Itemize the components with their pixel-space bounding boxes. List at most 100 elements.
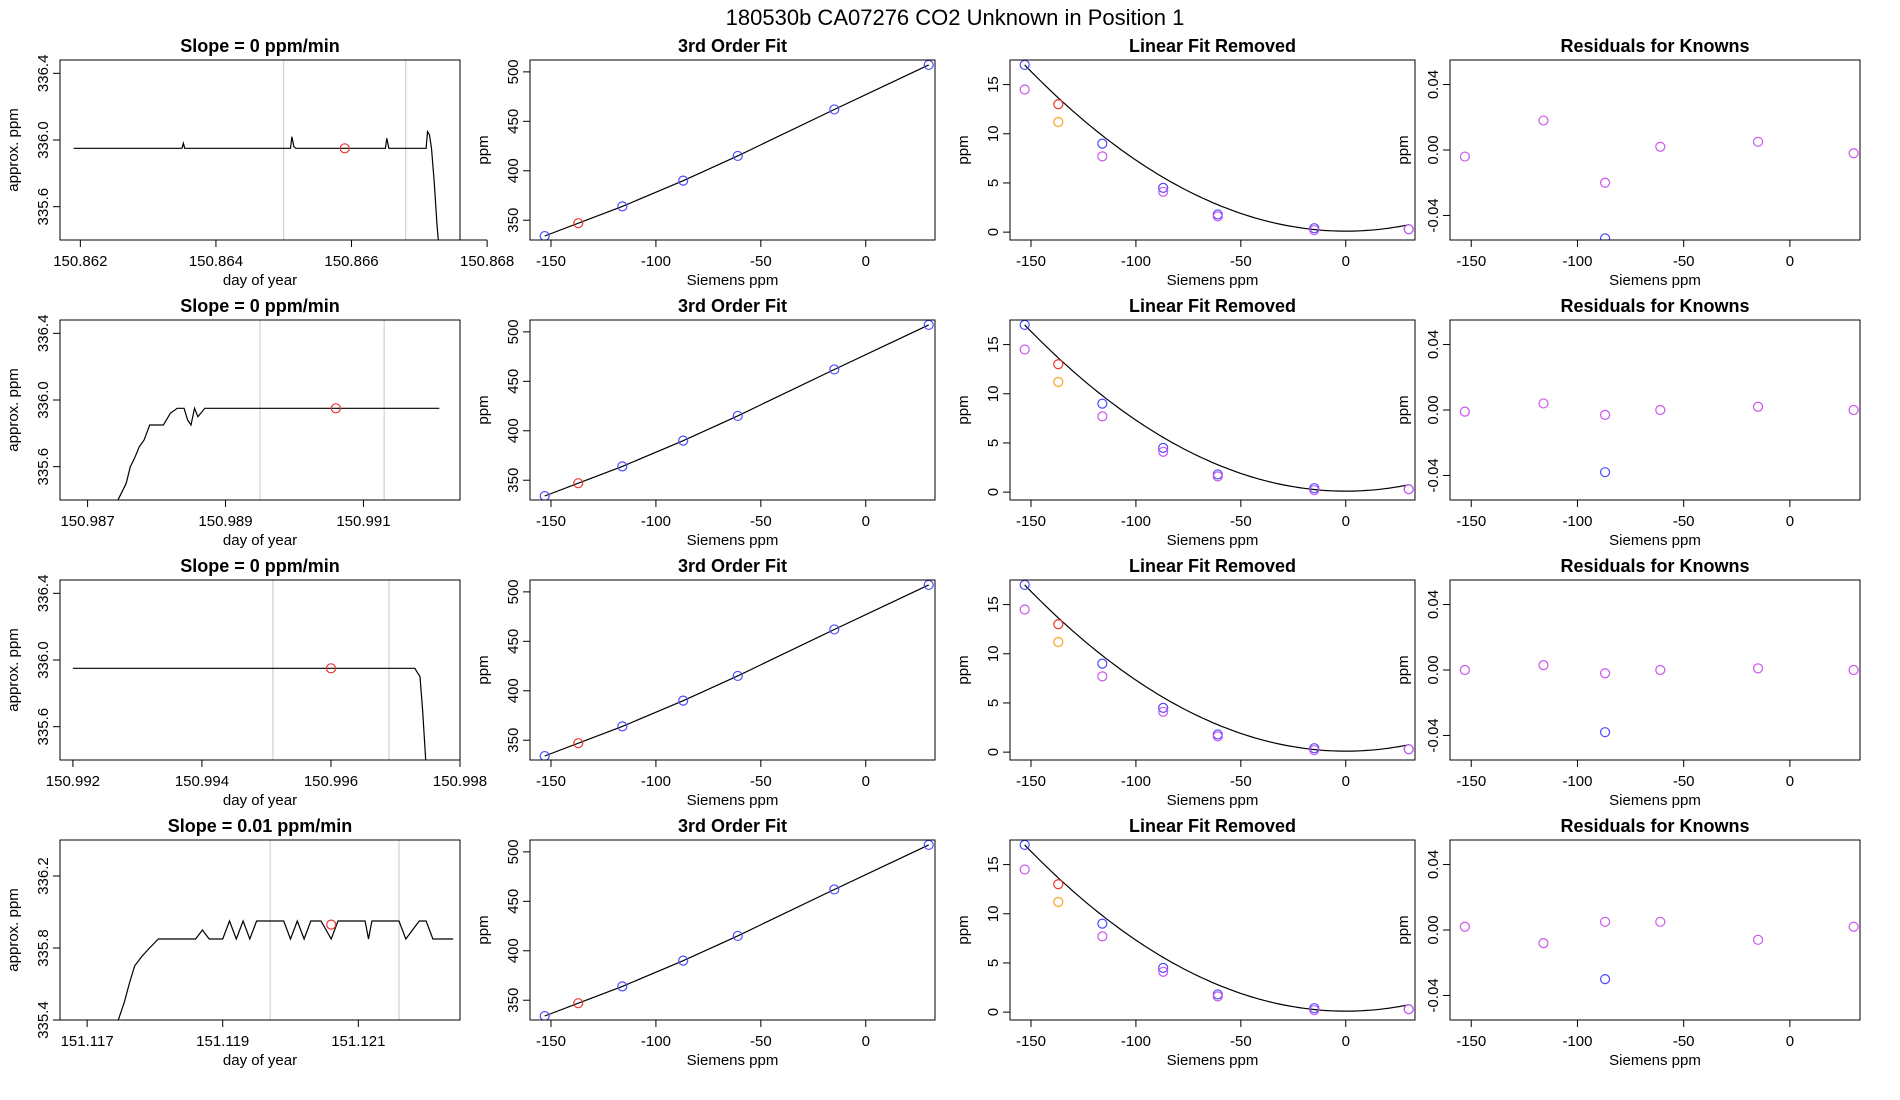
x-tick-label: -150: [1016, 253, 1046, 270]
plot-frame: [1449, 839, 1861, 1021]
data-point-red: [573, 478, 584, 489]
data-point-red: [326, 919, 337, 930]
y-tick-label: 10: [985, 385, 1002, 402]
y-axis-label: ppm: [1395, 135, 1412, 164]
data-point-magenta: [1655, 664, 1666, 676]
x-tick-label: -100: [1121, 253, 1151, 270]
panel-title: 3rd Order Fit: [678, 816, 787, 836]
x-tick-label: -100: [1562, 1033, 1592, 1050]
data-point-known: [829, 624, 840, 635]
data-point-known: [1158, 702, 1169, 713]
plot-frame: [59, 839, 461, 1021]
x-tick-label: -150: [536, 773, 566, 790]
panel-1-0: Slope = 0 ppm/min 150.987 150.989 150.991 33…: [5, 296, 461, 549]
fit-curve: [1024, 844, 1409, 1012]
panel-title: 3rd Order Fit: [678, 296, 787, 316]
plot-area: [73, 129, 439, 240]
x-tick-label: -50: [1230, 1033, 1252, 1050]
data-point-magenta: [1019, 604, 1030, 615]
data-point-magenta: [1848, 921, 1859, 932]
data-point-known: [1599, 233, 1611, 240]
data-point-magenta: [1459, 664, 1470, 676]
x-tick-label: -50: [750, 513, 772, 530]
data-point-magenta: [1158, 706, 1169, 717]
data-point-magenta: [1848, 664, 1859, 676]
y-tick-label: 5: [985, 959, 1002, 967]
plot-area: [117, 919, 454, 1020]
y-axis-label: ppm: [475, 655, 492, 684]
x-tick-label: -150: [1016, 773, 1046, 790]
fit-curve: [544, 844, 929, 1017]
y-tick-label: 5: [985, 699, 1002, 707]
y-tick-label: -0.04: [1425, 978, 1442, 1012]
y-tick-label: 400: [505, 418, 522, 443]
x-tick-label: 0: [1786, 253, 1794, 270]
data-point-magenta: [1403, 744, 1414, 755]
plot-frame: [1009, 839, 1416, 1021]
data-point-magenta: [1655, 404, 1666, 416]
data-point-known: [1097, 658, 1108, 669]
panel-2-3: Residuals for Knowns -150 -100 -50 0 -0.04 0.0…: [1395, 556, 1861, 809]
x-tick-label: -150: [536, 253, 566, 270]
data-point-magenta: [1212, 731, 1223, 742]
panel-2-0: Slope = 0 ppm/min 150.992 150.994 150.996 15…: [5, 556, 487, 809]
y-tick-label: 0.00: [1425, 395, 1442, 424]
data-point-known: [539, 230, 550, 240]
data-point-magenta: [1403, 224, 1414, 235]
x-axis-label: day of year: [223, 532, 297, 549]
data-point-known: [539, 1010, 550, 1020]
data-point-known: [678, 175, 689, 186]
x-axis-label: Siemens ppm: [1609, 532, 1701, 549]
data-point-known: [1212, 469, 1223, 480]
data-point-magenta: [1212, 211, 1223, 222]
data-point-known: [1599, 973, 1611, 985]
x-tick-label: 150.998: [433, 773, 487, 790]
y-axis-label: ppm: [955, 655, 972, 684]
x-axis-label: Siemens ppm: [1609, 272, 1701, 289]
x-axis-label: Siemens ppm: [1167, 1052, 1259, 1069]
plot-area: [117, 403, 440, 500]
data-point-known: [1097, 398, 1108, 409]
data-point-magenta: [1403, 1004, 1414, 1015]
panel-1-2: Linear Fit Removed -150 -100 -50 0 0 5 10 15 Siem…: [955, 296, 1416, 549]
data-point-known: [1097, 138, 1108, 149]
data-point-known: [1158, 962, 1169, 973]
y-axis-label: ppm: [955, 395, 972, 424]
y-tick-label: 15: [985, 596, 1002, 613]
x-tick-label: 150.862: [53, 253, 107, 270]
panel-1-1: 3rd Order Fit -150 -100 -50 0 350 400 450 500 Sie…: [475, 296, 936, 549]
data-point-red: [1053, 359, 1064, 370]
panel-title: Residuals for Knowns: [1560, 556, 1749, 576]
data-point-known: [617, 201, 628, 212]
y-tick-label: 500: [505, 579, 522, 604]
data-point-magenta: [1599, 177, 1611, 188]
x-axis-label: day of year: [223, 1052, 297, 1069]
x-tick-label: 150.868: [460, 253, 514, 270]
data-point-magenta: [1752, 663, 1764, 674]
data-point-magenta: [1309, 745, 1320, 756]
panel-title: Linear Fit Removed: [1129, 36, 1296, 56]
y-tick-label: 450: [505, 889, 522, 914]
y-tick-label: 336.4: [35, 315, 52, 353]
panel-2-1: 3rd Order Fit -150 -100 -50 0 350 400 450 500 Sie…: [475, 556, 936, 809]
x-tick-label: 151.117: [61, 1033, 114, 1050]
data-point-orange: [1053, 896, 1064, 908]
x-tick-label: -50: [1230, 253, 1252, 270]
y-tick-label: 336.2: [35, 857, 52, 895]
x-tick-label: 151.121: [331, 1033, 385, 1050]
data-point-red: [339, 143, 350, 154]
plot-frame: [1009, 579, 1416, 761]
y-tick-label: 0.04: [1425, 70, 1442, 99]
plot-area: [1459, 916, 1859, 985]
plot-frame: [1449, 579, 1861, 761]
y-tick-label: 336.0: [35, 381, 52, 419]
y-tick-label: 10: [985, 125, 1002, 142]
y-tick-label: 335.6: [35, 448, 52, 486]
data-point-known: [1212, 729, 1223, 740]
data-point-magenta: [1309, 225, 1320, 236]
data-point-known: [1212, 209, 1223, 220]
panel-title: Linear Fit Removed: [1129, 556, 1296, 576]
x-tick-label: 150.864: [189, 253, 243, 270]
data-point-magenta: [1097, 411, 1108, 422]
y-tick-label: 336.4: [35, 55, 52, 93]
